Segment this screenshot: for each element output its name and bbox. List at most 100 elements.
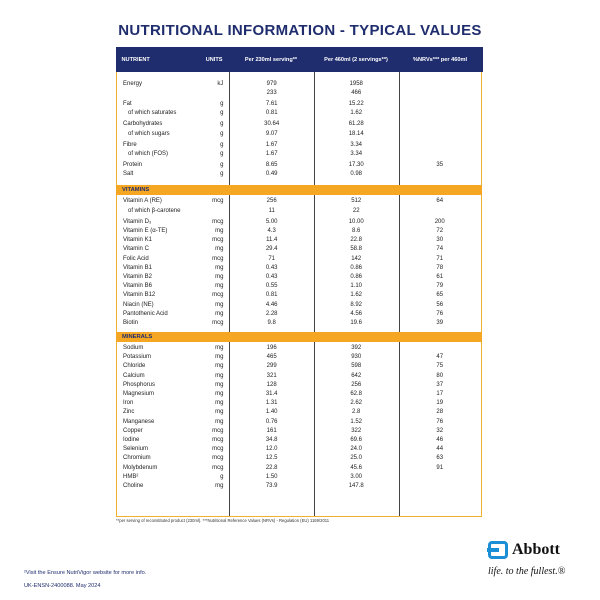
cell-nutrient: Vitamin B2	[123, 273, 152, 280]
row-group: Fat g 7.61 15.22 of which saturates g 0.81 1.62	[117, 99, 481, 117]
header-nutrient: NUTRIENT	[121, 56, 150, 63]
cell-unit: mg	[215, 418, 224, 425]
table-row: Fibre g 1.67 3.34	[117, 140, 481, 149]
cell-per-460ml: 256	[351, 381, 362, 388]
cell-nrv: 200	[434, 218, 445, 225]
cell-per-serving: 34.8	[265, 436, 278, 443]
cell-nutrient: Vitamin B1	[123, 264, 152, 271]
cell-nutrient: Protein	[123, 162, 143, 169]
cell-per-460ml: 22.8	[350, 237, 363, 244]
cell-unit: mg	[215, 264, 224, 271]
cell-nutrient: Iodine	[123, 436, 140, 443]
cell-unit: g	[220, 130, 224, 137]
cell-unit: g	[220, 121, 224, 128]
cell-unit: g	[220, 473, 224, 480]
cell-per-serving: 30.64	[264, 121, 280, 128]
cell-nutrient: Fibre	[123, 141, 137, 148]
cell-unit: g	[220, 171, 224, 178]
cell-per-460ml: 24.0	[350, 446, 363, 453]
cell-unit: mg	[215, 310, 224, 317]
cell-per-460ml: 2.8	[352, 409, 361, 416]
cell-per-serving: 196	[266, 345, 277, 352]
cell-per-serving: 1.67	[265, 141, 278, 148]
cell-nutrient: Carbohydrates	[123, 121, 163, 128]
cell-nrv: 75	[436, 363, 444, 370]
table-row: Chloride mg 299 598 75	[117, 362, 481, 371]
cell-nutrient: Niacin (NE)	[123, 301, 154, 308]
cell-per-460ml: 0.86	[350, 273, 363, 280]
cell-unit: mcg	[212, 427, 224, 434]
cell-nutrient: Sodium	[123, 345, 144, 352]
cell-nrv: 65	[436, 292, 444, 299]
cell-nutrient: Magnesium	[123, 391, 155, 398]
cell-per-serving: 71	[268, 255, 276, 262]
cell-per-serving: 0.43	[265, 264, 278, 271]
cell-unit: mcg	[212, 436, 224, 443]
cell-nrv: 30	[436, 237, 444, 244]
cell-nutrient: of which β-carotene	[128, 207, 181, 214]
table-row: Vitamin A (RE) mcg 256 512 64	[117, 197, 481, 206]
table-row: Chromium mcg 12.5 25.0 63	[117, 454, 481, 463]
section-band-vitamins: VITAMINS	[116, 184, 482, 195]
cell-unit: mg	[215, 283, 224, 290]
cell-per-460ml: 3.34	[350, 150, 363, 157]
cell-per-460ml: 392	[351, 345, 362, 352]
cell-per-460ml: 0.98	[350, 171, 363, 178]
header-nrv: %NRVs*** per 460ml	[413, 56, 467, 63]
table-row: Manganese mg 0.76 1.52 76	[117, 417, 481, 426]
header-units: UNITS	[205, 56, 223, 63]
cell-unit: mg	[215, 273, 224, 280]
cell-nrv: 61	[436, 273, 444, 280]
cell-per-460ml: 1958	[349, 80, 363, 87]
table-row: Fat g 7.61 15.22	[117, 99, 481, 108]
table-row: Vitamin B6 mg 0.55 1.10 79	[117, 282, 481, 291]
cell-nrv: 91	[436, 464, 444, 471]
abbott-logo: Abbott life. to the fullest.®	[487, 541, 583, 581]
cell-nutrient: Chloride	[123, 363, 146, 370]
cell-per-serving: 979	[266, 80, 277, 87]
cell-per-460ml: 598	[351, 363, 362, 370]
table-row: Pantothenic Acid mg 2.28 4.56 76	[117, 309, 481, 318]
cell-per-serving: 0.81	[265, 292, 278, 299]
cell-nutrient: Manganese	[123, 418, 155, 425]
table-row: Calcium mg 321 642 80	[117, 371, 481, 380]
cell-nutrient: Biotin	[123, 319, 139, 326]
cell-nutrient: of which saturates	[128, 110, 177, 117]
cell-per-460ml: 147.8	[348, 482, 364, 489]
cell-per-460ml: 322	[351, 427, 362, 434]
cell-per-serving: 161	[266, 427, 277, 434]
cell-per-serving: 0.49	[265, 171, 278, 178]
cell-nrv: 80	[436, 372, 444, 379]
cell-per-460ml: 1.62	[350, 110, 363, 117]
cell-nrv: 79	[436, 283, 444, 290]
cell-per-serving: 321	[266, 372, 277, 379]
cell-per-serving: 12.0	[265, 446, 278, 453]
cell-per-460ml: 1.62	[350, 292, 363, 299]
cell-per-serving: 11	[268, 207, 275, 214]
cell-unit: mg	[215, 345, 224, 352]
cell-per-serving: 1.67	[265, 150, 278, 157]
cell-nrv: 72	[436, 228, 444, 235]
cell-per-serving: 29.4	[265, 246, 278, 253]
cell-per-serving: 73.9	[265, 482, 278, 489]
cell-unit: mg	[215, 482, 224, 489]
cell-unit: g	[220, 100, 224, 107]
cell-per-serving: 4.46	[265, 301, 278, 308]
cell-nutrient: Vitamin A (RE)	[123, 198, 162, 205]
cell-per-serving: 1.40	[265, 409, 278, 416]
table-row: Vitamin B2 mg 0.43 0.86 61	[117, 272, 481, 281]
section-band-minerals: MINERALS	[116, 331, 482, 342]
cell-unit: mg	[215, 381, 224, 388]
table-row: Iron mg 1.31 2.62 19	[117, 399, 481, 408]
table-row: HMB² g 1.50 3.00	[117, 472, 481, 481]
cell-nutrient: Salt	[123, 171, 134, 178]
cell-nrv: 74	[436, 246, 444, 253]
cell-nutrient: Chromium	[123, 455, 151, 462]
table-row: Folic Acid mcg 71 142 71	[117, 254, 481, 263]
cell-unit: mg	[215, 372, 224, 379]
cell-unit: mg	[215, 301, 224, 308]
cell-per-serving: 9.07	[265, 130, 278, 137]
cell-per-serving: 299	[266, 363, 277, 370]
cell-per-serving: 8.65	[265, 162, 278, 169]
cell-per-460ml: 45.6	[350, 464, 363, 471]
